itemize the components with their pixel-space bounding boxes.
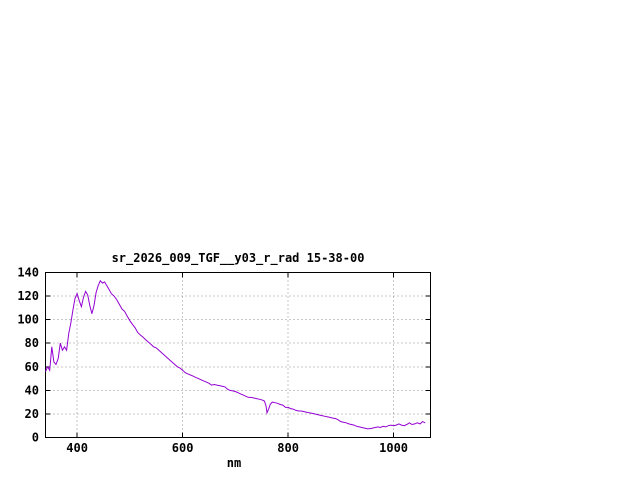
plot-border	[45, 272, 431, 438]
x-tick-label: 400	[66, 441, 88, 455]
grid-lines	[45, 272, 431, 438]
y-axis-tick-labels: 0 20 40 60 80 100 120 140	[17, 266, 39, 445]
x-axis-label: nm	[227, 456, 241, 470]
x-tick-label: 600	[172, 441, 194, 455]
y-tick-label: 20	[25, 407, 39, 421]
y-tick-label: 0	[32, 431, 39, 445]
y-tick-label: 120	[17, 289, 39, 303]
chart-title: sr_2026_009_TGF__y03_r_rad 15-38-00	[112, 251, 365, 266]
y-tick-label: 40	[25, 383, 39, 397]
x-axis-tick-labels: 400 600 800 1000	[66, 441, 408, 455]
y-tick-label: 100	[17, 313, 39, 327]
y-tick-label: 140	[17, 266, 39, 280]
y-tick-label: 80	[25, 336, 39, 350]
data-series-line	[45, 279, 426, 430]
y-tick-label: 60	[25, 360, 39, 374]
x-tick-label: 800	[277, 441, 299, 455]
axis-tick-marks	[45, 272, 431, 438]
x-tick-label: 1000	[379, 441, 408, 455]
